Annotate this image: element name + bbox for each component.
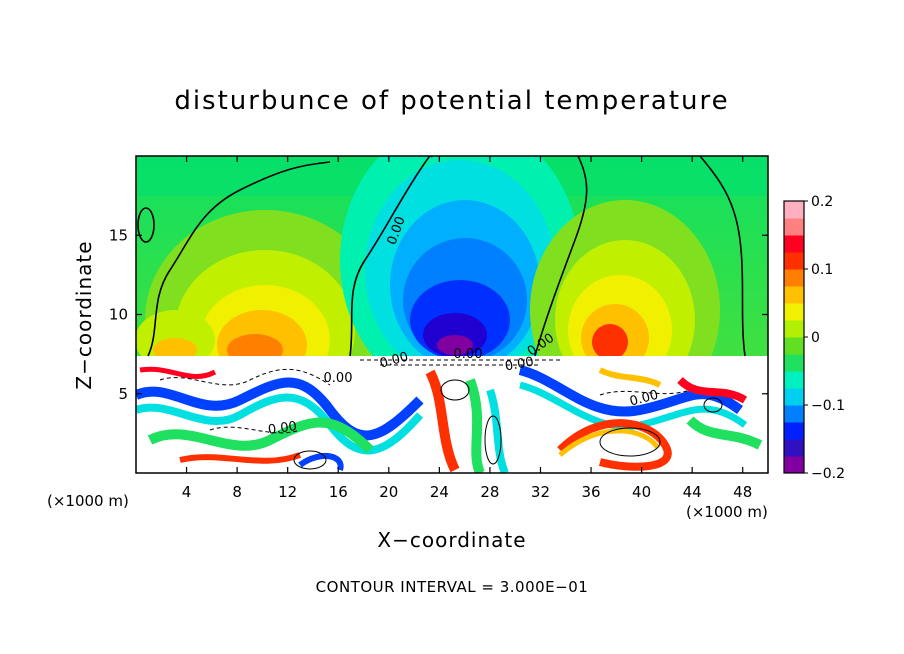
turbulent-layer: [136, 365, 763, 473]
heatmap-field: [136, 156, 768, 473]
x-tick-label: 32: [531, 483, 550, 501]
colorbar-swatch: [784, 252, 804, 270]
y-tick-label: 10: [109, 306, 128, 324]
x-tick-label: 16: [329, 483, 348, 501]
x-tick-label: 24: [430, 483, 449, 501]
colorbar-swatch: [784, 354, 804, 372]
colorbar-tick-label: 0.1: [811, 262, 833, 278]
x-tick-label: 36: [581, 483, 600, 501]
colorbar-swatch: [784, 422, 804, 440]
colorbar-swatch: [784, 286, 804, 304]
colorbar-swatch: [784, 337, 804, 355]
colorbar-swatch: [784, 303, 804, 321]
y-unit-label: (×1000 m): [47, 492, 129, 510]
contour-label: 0.00: [324, 371, 353, 386]
contour-interval-note: CONTOUR INTERVAL = 3.000E−01: [315, 578, 589, 596]
x-tick-label: 28: [480, 483, 499, 501]
contour-lines: [137, 156, 746, 357]
colorbar-swatch: [784, 456, 804, 474]
contour-label: 0.00: [267, 419, 298, 438]
colorbar-swatch: [784, 405, 804, 423]
colorbar-swatch: [784, 235, 804, 253]
x-tick-label: 20: [379, 483, 398, 501]
y-tick-label: 15: [109, 226, 128, 244]
contour-label: 0.00: [454, 347, 483, 362]
colorbar-swatch: [784, 201, 804, 219]
colorbar-tick-label: −0.1: [811, 398, 845, 414]
x-tick-label: 8: [232, 483, 242, 501]
colorbar-swatch: [784, 269, 804, 287]
contour-label: 0.00: [504, 355, 535, 375]
x-unit-label: (×1000 m): [686, 503, 768, 521]
colorbar-swatch: [784, 371, 804, 389]
contour-label: 0.00: [628, 388, 660, 410]
x-tick-label: 12: [278, 483, 297, 501]
x-tick-label: 4: [182, 483, 192, 501]
contour-label: 0.00: [378, 350, 410, 372]
x-tick-label: 40: [632, 483, 651, 501]
y-axis-title: Z−coordinate: [72, 240, 96, 390]
colorbar-tick-label: −0.2: [811, 466, 845, 482]
x-tick-label: 44: [683, 483, 702, 501]
colorbar-tick-label: 0.2: [811, 194, 833, 210]
colorbar: 0.2 0.1 0 −0.1 −0.2: [783, 194, 845, 482]
y-tick-label: 5: [118, 385, 128, 403]
colorbar-swatch: [784, 388, 804, 406]
colorbar-swatch: [784, 218, 804, 236]
x-tick-label: 48: [733, 483, 752, 501]
colorbar-swatch: [784, 320, 804, 338]
colorbar-tick-label: 0: [811, 330, 820, 346]
x-axis-title: X−coordinate: [377, 528, 527, 552]
chart-title: disturbunce of potential temperature: [174, 86, 730, 116]
colorbar-swatch: [784, 439, 804, 457]
